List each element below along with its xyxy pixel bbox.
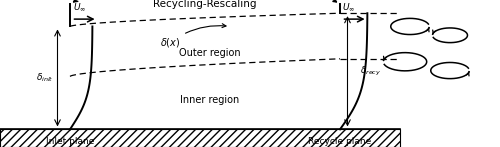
Text: Inlet plane: Inlet plane [46,137,94,146]
Bar [0,129,400,147]
Text: $\delta_{recy}$: $\delta_{recy}$ [360,65,382,78]
Text: Recycle plane: Recycle plane [308,137,372,146]
Text: $U_{\infty}$: $U_{\infty}$ [72,1,86,13]
Text: Outer region: Outer region [179,48,241,58]
Text: Recycling-Rescaling: Recycling-Rescaling [153,0,257,9]
Text: $U_{\infty}$: $U_{\infty}$ [342,1,355,13]
Text: $\delta_{inlt}$: $\delta_{inlt}$ [36,72,54,84]
Text: $\delta(x)$: $\delta(x)$ [160,24,226,49]
Text: Inner region: Inner region [180,95,240,105]
FancyArrowPatch shape [74,0,336,2]
